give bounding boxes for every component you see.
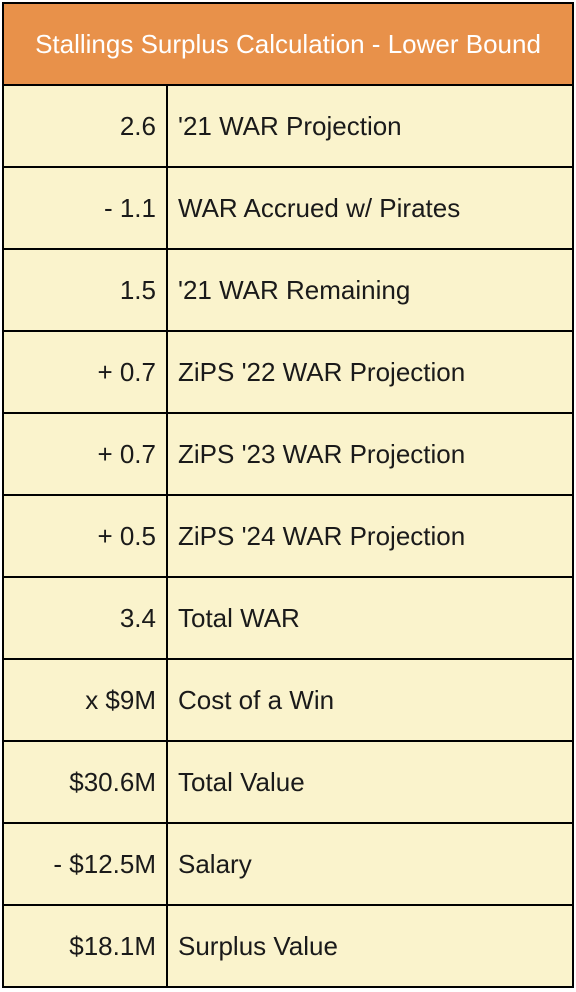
table-row: + 0.7 ZiPS '23 WAR Projection xyxy=(2,412,574,496)
row-value: + 0.7 xyxy=(2,412,168,496)
row-value: - 1.1 xyxy=(2,166,168,250)
table-row: - 1.1 WAR Accrued w/ Pirates xyxy=(2,166,574,250)
row-value: + 0.7 xyxy=(2,330,168,414)
row-label: ZiPS '22 WAR Projection xyxy=(166,330,574,414)
row-label: '21 WAR Remaining xyxy=(166,248,574,332)
row-value: $30.6M xyxy=(2,740,168,824)
row-label: Cost of a Win xyxy=(166,658,574,742)
table-row: x $9M Cost of a Win xyxy=(2,658,574,742)
row-label: Total Value xyxy=(166,740,574,824)
row-value: 3.4 xyxy=(2,576,168,660)
row-label: ZiPS '23 WAR Projection xyxy=(166,412,574,496)
row-label: Surplus Value xyxy=(166,904,574,988)
table-row: + 0.5 ZiPS '24 WAR Projection xyxy=(2,494,574,578)
row-label: ZiPS '24 WAR Projection xyxy=(166,494,574,578)
table-header-row: Stallings Surplus Calculation - Lower Bo… xyxy=(2,2,574,86)
row-value: - $12.5M xyxy=(2,822,168,906)
table-row: $30.6M Total Value xyxy=(2,740,574,824)
row-label: '21 WAR Projection xyxy=(166,84,574,168)
table-row: - $12.5M Salary xyxy=(2,822,574,906)
row-value: $18.1M xyxy=(2,904,168,988)
table-title: Stallings Surplus Calculation - Lower Bo… xyxy=(2,2,574,86)
row-label: Salary xyxy=(166,822,574,906)
table-row: 3.4 Total WAR xyxy=(2,576,574,660)
table-row: $18.1M Surplus Value xyxy=(2,904,574,988)
row-value: x $9M xyxy=(2,658,168,742)
row-value: + 0.5 xyxy=(2,494,168,578)
row-value: 2.6 xyxy=(2,84,168,168)
row-label: WAR Accrued w/ Pirates xyxy=(166,166,574,250)
row-value: 1.5 xyxy=(2,248,168,332)
row-label: Total WAR xyxy=(166,576,574,660)
table-row: + 0.7 ZiPS '22 WAR Projection xyxy=(2,330,574,414)
table-row: 1.5 '21 WAR Remaining xyxy=(2,248,574,332)
table-row: 2.6 '21 WAR Projection xyxy=(2,84,574,168)
